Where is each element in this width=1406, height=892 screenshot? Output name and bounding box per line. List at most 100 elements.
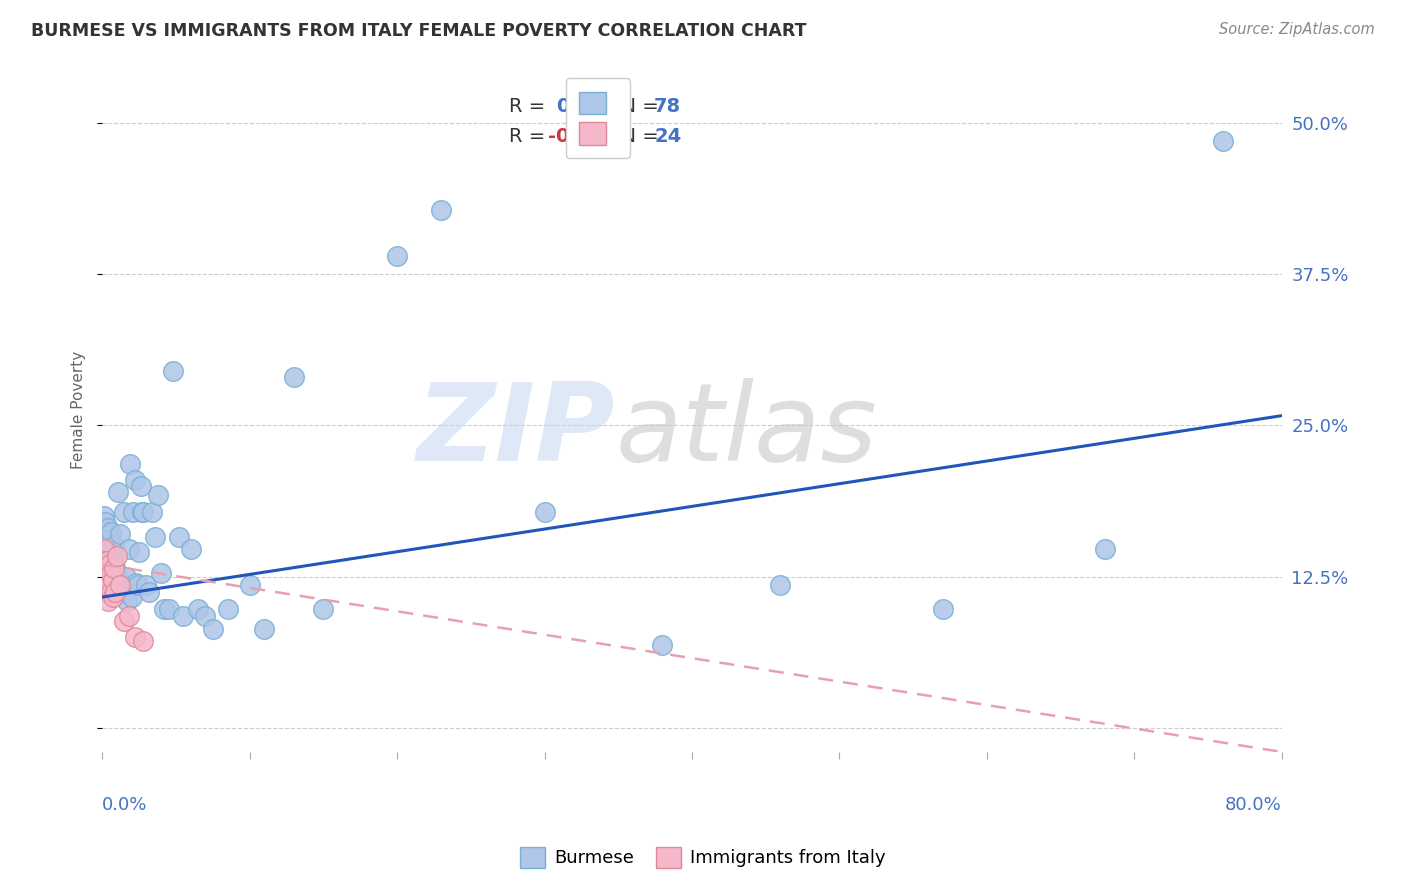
Point [430,202,453,217]
Point [121,590,143,604]
Point [97,593,120,607]
Point [98,564,121,578]
Point [105,549,128,563]
Point [103,558,125,572]
Point [101,573,124,587]
Point [128,545,150,559]
Point [96,541,118,556]
Text: ZIP: ZIP [418,377,616,483]
Point [153,602,176,616]
Text: -0.195: -0.195 [548,128,617,146]
Point [141,505,163,519]
Text: 0.276: 0.276 [557,96,617,116]
Point [114,569,136,583]
Point [96,564,118,578]
Point [97,521,120,535]
Point [111,578,134,592]
Point [167,530,190,544]
Point [312,602,335,616]
Point [112,505,135,519]
Point [194,609,217,624]
Text: 80.0%: 80.0% [1225,797,1282,814]
Point [769,578,792,592]
Point [100,564,122,578]
Point [172,609,194,624]
Text: 0.0%: 0.0% [103,797,148,814]
Point [157,602,180,616]
Text: 24: 24 [654,128,682,146]
Point [96,545,118,559]
Point [132,633,155,648]
Point [93,509,115,524]
Point [533,505,555,519]
Text: BURMESE VS IMMIGRANTS FROM ITALY FEMALE POVERTY CORRELATION CHART: BURMESE VS IMMIGRANTS FROM ITALY FEMALE … [31,22,807,40]
Point [96,527,118,541]
Text: R =: R = [509,96,551,116]
Point [96,554,118,568]
Point [385,249,408,263]
Point [105,588,128,602]
Point [94,545,117,559]
Point [110,585,132,599]
Point [118,541,141,556]
Point [94,533,117,548]
Point [96,585,118,599]
Point [162,364,184,378]
Point [94,578,117,592]
Point [104,561,127,575]
Point [118,609,141,624]
Point [125,575,148,590]
Point [112,615,135,629]
Point [100,549,122,563]
Point [180,541,202,556]
Point [94,515,117,529]
Point [97,537,120,551]
Point [1212,134,1234,148]
Point [100,566,122,580]
Point [135,578,157,592]
Point [253,622,276,636]
Point [94,554,117,568]
Point [107,569,129,583]
Point [103,569,125,583]
Point [105,569,128,583]
Point [131,505,153,519]
Point [931,602,953,616]
Point [101,554,124,568]
Text: N =: N = [609,96,665,116]
Point [129,479,152,493]
Point [132,505,155,519]
Point [96,573,118,587]
Point [124,630,146,644]
Text: atlas: atlas [616,378,877,483]
Point [97,578,120,592]
Legend: Burmese, Immigrants from Italy: Burmese, Immigrants from Italy [509,836,897,879]
Point [120,457,142,471]
Point [98,578,121,592]
Point [187,602,209,616]
Point [97,554,120,568]
Point [217,602,239,616]
Text: Source: ZipAtlas.com: Source: ZipAtlas.com [1219,22,1375,37]
Text: N =: N = [609,128,665,146]
Point [93,527,115,541]
Point [103,539,125,553]
Point [283,370,305,384]
Y-axis label: Female Poverty: Female Poverty [72,351,86,469]
Point [98,558,121,572]
Point [127,578,149,592]
Point [100,585,122,599]
Point [122,505,145,519]
Text: R =: R = [509,128,551,146]
Point [148,488,170,502]
Point [98,545,121,559]
Point [103,561,125,575]
Legend: , : , [565,78,630,158]
Point [101,590,124,604]
Point [107,484,129,499]
Point [1094,541,1116,556]
Point [93,561,115,575]
Point [117,593,139,607]
Point [150,566,173,580]
Point [101,548,124,562]
